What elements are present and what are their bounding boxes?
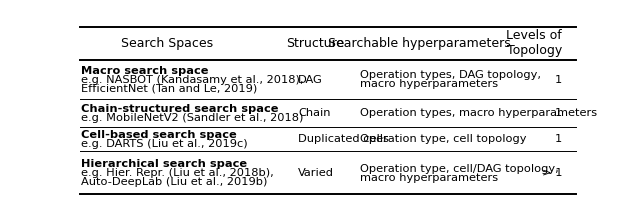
Text: Searchable hyperparameters: Searchable hyperparameters [328, 37, 511, 50]
Text: e.g. NASBOT (Kandasamy et al., 2018),: e.g. NASBOT (Kandasamy et al., 2018), [81, 75, 303, 85]
Text: DAG: DAG [298, 75, 323, 85]
Text: Auto-DeepLab (Liu et al., 2019b): Auto-DeepLab (Liu et al., 2019b) [81, 177, 268, 187]
Text: EfficientNet (Tan and Le, 2019): EfficientNet (Tan and Le, 2019) [81, 83, 257, 93]
Text: e.g. DARTS (Liu et al., 2019c): e.g. DARTS (Liu et al., 2019c) [81, 139, 248, 149]
Text: Operation type, cell/DAG topology,: Operation type, cell/DAG topology, [360, 164, 559, 174]
Text: macro hyperparameters: macro hyperparameters [360, 79, 499, 89]
Text: Chain-structured search space: Chain-structured search space [81, 104, 278, 114]
Text: Varied: Varied [298, 168, 334, 178]
Text: Cell-based search space: Cell-based search space [81, 130, 237, 140]
Text: 1: 1 [555, 75, 562, 85]
Text: e.g. Hier. Repr. (Liu et al., 2018b),: e.g. Hier. Repr. (Liu et al., 2018b), [81, 168, 274, 178]
Text: Operation types, DAG topology,: Operation types, DAG topology, [360, 70, 541, 80]
Text: e.g. MobileNetV2 (Sandler et al., 2018): e.g. MobileNetV2 (Sandler et al., 2018) [81, 113, 303, 123]
Text: Search Spaces: Search Spaces [121, 37, 213, 50]
Text: 1: 1 [555, 135, 562, 145]
Text: Macro search space: Macro search space [81, 66, 209, 76]
Text: Operation type, cell topology: Operation type, cell topology [360, 135, 527, 145]
Text: Structure: Structure [287, 37, 345, 50]
Text: Topology: Topology [507, 44, 562, 57]
Text: Duplicated cells: Duplicated cells [298, 135, 389, 145]
Text: > 1: > 1 [541, 168, 562, 178]
Text: 1: 1 [555, 108, 562, 118]
Text: Levels of: Levels of [506, 29, 562, 42]
Text: macro hyperparameters: macro hyperparameters [360, 173, 499, 183]
Text: Hierarchical search space: Hierarchical search space [81, 159, 247, 169]
Text: Operation types, macro hyperparameters: Operation types, macro hyperparameters [360, 108, 597, 118]
Text: Chain: Chain [298, 108, 331, 118]
